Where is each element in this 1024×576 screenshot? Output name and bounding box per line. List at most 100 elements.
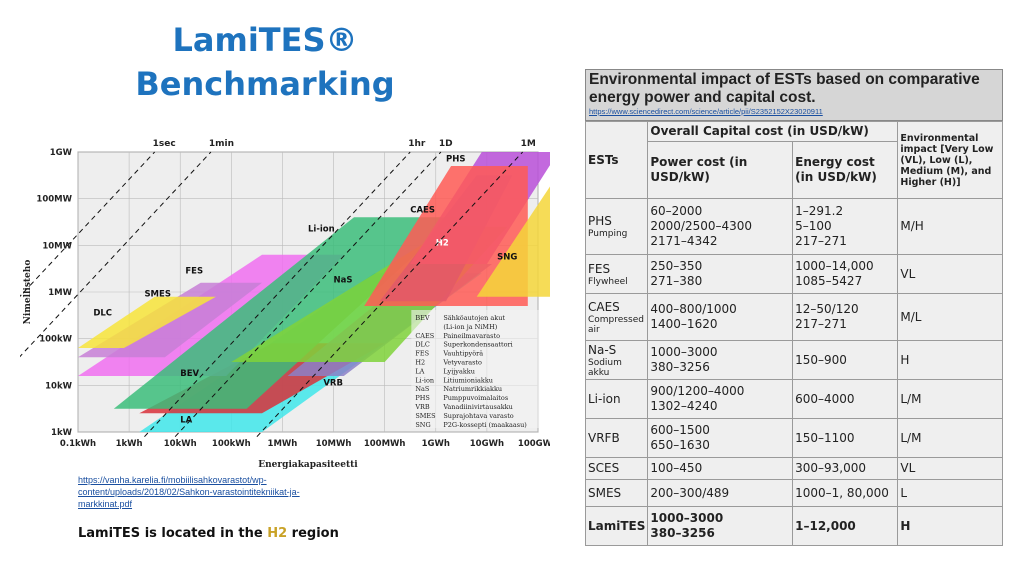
- legend-desc: Paineilmavarasto: [443, 332, 500, 340]
- x-tick: 1kWh: [116, 439, 143, 449]
- cell-energy: 1000–1, 80,000: [792, 479, 899, 507]
- cell-energy: 1–12,000: [792, 506, 899, 546]
- source-link[interactable]: https://vanha.karelia.fi/mobiilisahkovar…: [78, 474, 378, 510]
- col-power: Power cost (in USD/kW): [647, 140, 794, 199]
- cell-energy-text: 300–93,000: [795, 461, 867, 475]
- col-overall: Overall Capital cost (in USD/kW): [647, 121, 899, 142]
- cell-est: PHS Pumping: [584, 198, 649, 255]
- cell-est-text: VRFB: [588, 430, 620, 445]
- cell-env-text: M/H: [900, 219, 924, 233]
- cell-est: VRFB: [584, 418, 649, 458]
- cell-power: 60–2000 2000/2500–4300 2171–4342: [647, 198, 794, 255]
- cell-energy: 1–291.2 5–100 217–271: [792, 198, 899, 255]
- legend-code: Li-ion: [415, 376, 434, 384]
- cell-est: SCES: [584, 457, 649, 480]
- legend-code: LA: [415, 367, 424, 375]
- cell-env: M/H: [897, 198, 1003, 255]
- legend-code: SMES: [415, 412, 435, 420]
- note-prefix: LamiTES is located in the: [78, 526, 268, 541]
- cell-est-text: SCES: [588, 461, 620, 475]
- link-line-3: markkinat.pdf: [78, 499, 133, 509]
- cell-energy: 600–4000: [792, 379, 899, 419]
- cell-power-text: 60–2000 2000/2500–4300 2171–4342: [650, 204, 753, 248]
- table-row: SCES 100–450 300–93,000 VL: [584, 457, 1003, 480]
- cell-est-text: SMES: [588, 485, 622, 500]
- cell-energy-text: 12–50/120 217–271: [795, 302, 859, 331]
- legend-desc: Superkondensaattori: [443, 341, 512, 349]
- cell-est-text: CAES: [588, 299, 620, 314]
- cell-env-text: L: [900, 485, 908, 500]
- cell-power: 200–300/489: [647, 479, 794, 507]
- cell-est-text: Na-S: [588, 342, 617, 357]
- cell-env: H: [897, 506, 1003, 546]
- cell-env-text: M/L: [900, 309, 922, 324]
- x-tick: 100kWh: [212, 439, 251, 449]
- legend-desc: Vetyvarasto: [442, 359, 482, 367]
- cell-energy-text: 150–1100: [795, 430, 855, 445]
- region-label: PHS: [446, 154, 465, 164]
- title-line-2: Benchmarking: [135, 65, 395, 103]
- legend-desc: P2G-kossepti (maakaasu): [443, 421, 527, 429]
- legend-code: SNG: [415, 421, 430, 429]
- est-table: ESTs Overall Capital cost (in USD/kW) En…: [584, 121, 1003, 546]
- cell-env-text: VL: [900, 266, 916, 281]
- table-url[interactable]: https://www.sciencedirect.com/science/ar…: [589, 107, 823, 116]
- cell-est: SMES: [584, 479, 649, 507]
- cell-power-text: 900/1200–4000 1302–4240: [650, 384, 745, 413]
- cell-power-text: 250–350 271–380: [650, 259, 703, 288]
- region-label: DLC: [93, 308, 112, 318]
- cell-est-text: LamiTES: [588, 518, 646, 533]
- link-line-2: content/uploads/2018/02/Sahkon-varastoin…: [78, 487, 300, 497]
- header-row-2: Power cost (in USD/kW) Energy cost (in U…: [586, 140, 1003, 199]
- cell-env: M/L: [897, 293, 1003, 341]
- legend-code: CAES: [415, 332, 434, 340]
- x-tick: 1MWh: [268, 439, 298, 449]
- cell-energy-text: 1–291.2 5–100 217–271: [795, 204, 847, 248]
- table-row: VRFB 600–1500 650–1630 150–1100 L/M: [584, 418, 1003, 458]
- table-row: SMES 200–300/489 1000–1, 80,000 L: [584, 479, 1003, 507]
- y-axis-label: Nimellisteho: [23, 260, 33, 325]
- cell-env-text: H: [900, 518, 911, 533]
- legend-code: H2: [415, 359, 425, 367]
- table-row: PHS Pumping 60–2000 2000/2500–4300 2171–43…: [584, 198, 1003, 255]
- cell-power: 250–350 271–380: [647, 254, 794, 294]
- cell-power: 400–800/1000 1400–1620: [647, 293, 794, 341]
- region-label: H2: [436, 238, 449, 248]
- region-label: FES: [185, 266, 203, 276]
- x-tick: 10GWh: [470, 439, 504, 449]
- cell-energy-text: 150–900: [795, 352, 847, 367]
- cell-est: CAES Compressed air: [584, 293, 649, 341]
- region-label: BEV: [180, 369, 199, 379]
- x-tick: 0.1kWh: [60, 439, 96, 449]
- y-tick: 10MW: [42, 241, 72, 251]
- y-tick: 100kW: [39, 335, 72, 345]
- region-label: Li-ion: [308, 224, 335, 234]
- cell-est-sub: Compressed air: [588, 314, 644, 335]
- cell-est-text: Li-ion: [588, 391, 621, 406]
- region-label: SMES: [144, 290, 171, 300]
- cell-env: VL: [897, 457, 1003, 480]
- table-heading-box: Environmental impact of ESTs based on co…: [585, 69, 1003, 121]
- cell-energy: 12–50/120 217–271: [792, 293, 899, 341]
- legend-desc: Vauhtipyörä: [442, 350, 483, 358]
- y-tick: 1GW: [50, 148, 73, 158]
- legend-desc: (Li-ion ja NiMH): [443, 323, 497, 331]
- cell-power: 100–450: [647, 457, 794, 480]
- legend-desc: Pumppuvoimalaitos: [443, 394, 508, 402]
- cell-est: FES Flywheel: [584, 254, 649, 294]
- legend-desc: Natriumrikkiakku: [443, 385, 502, 393]
- table-row: Li-ion 900/1200–4000 1302–4240 600–4000 L/M: [584, 379, 1003, 419]
- col-energy: Energy cost (in USD/kW): [792, 140, 899, 199]
- cell-env-text: VL: [900, 461, 916, 475]
- cell-power: 1000–3000 380–3256: [647, 340, 794, 380]
- cell-est: Li-ion: [584, 379, 649, 419]
- cell-est-sub: Flywheel: [588, 276, 628, 287]
- legend-box: [411, 310, 540, 428]
- legend-code: PHS: [415, 394, 430, 402]
- legend-desc: Suprajohtava varasto: [443, 412, 513, 420]
- cell-env-text: L/M: [900, 391, 922, 406]
- cell-est: LamiTES: [584, 506, 649, 546]
- cell-env: L/M: [897, 379, 1003, 419]
- cell-env: L: [897, 479, 1003, 507]
- region-label: LA: [180, 416, 192, 426]
